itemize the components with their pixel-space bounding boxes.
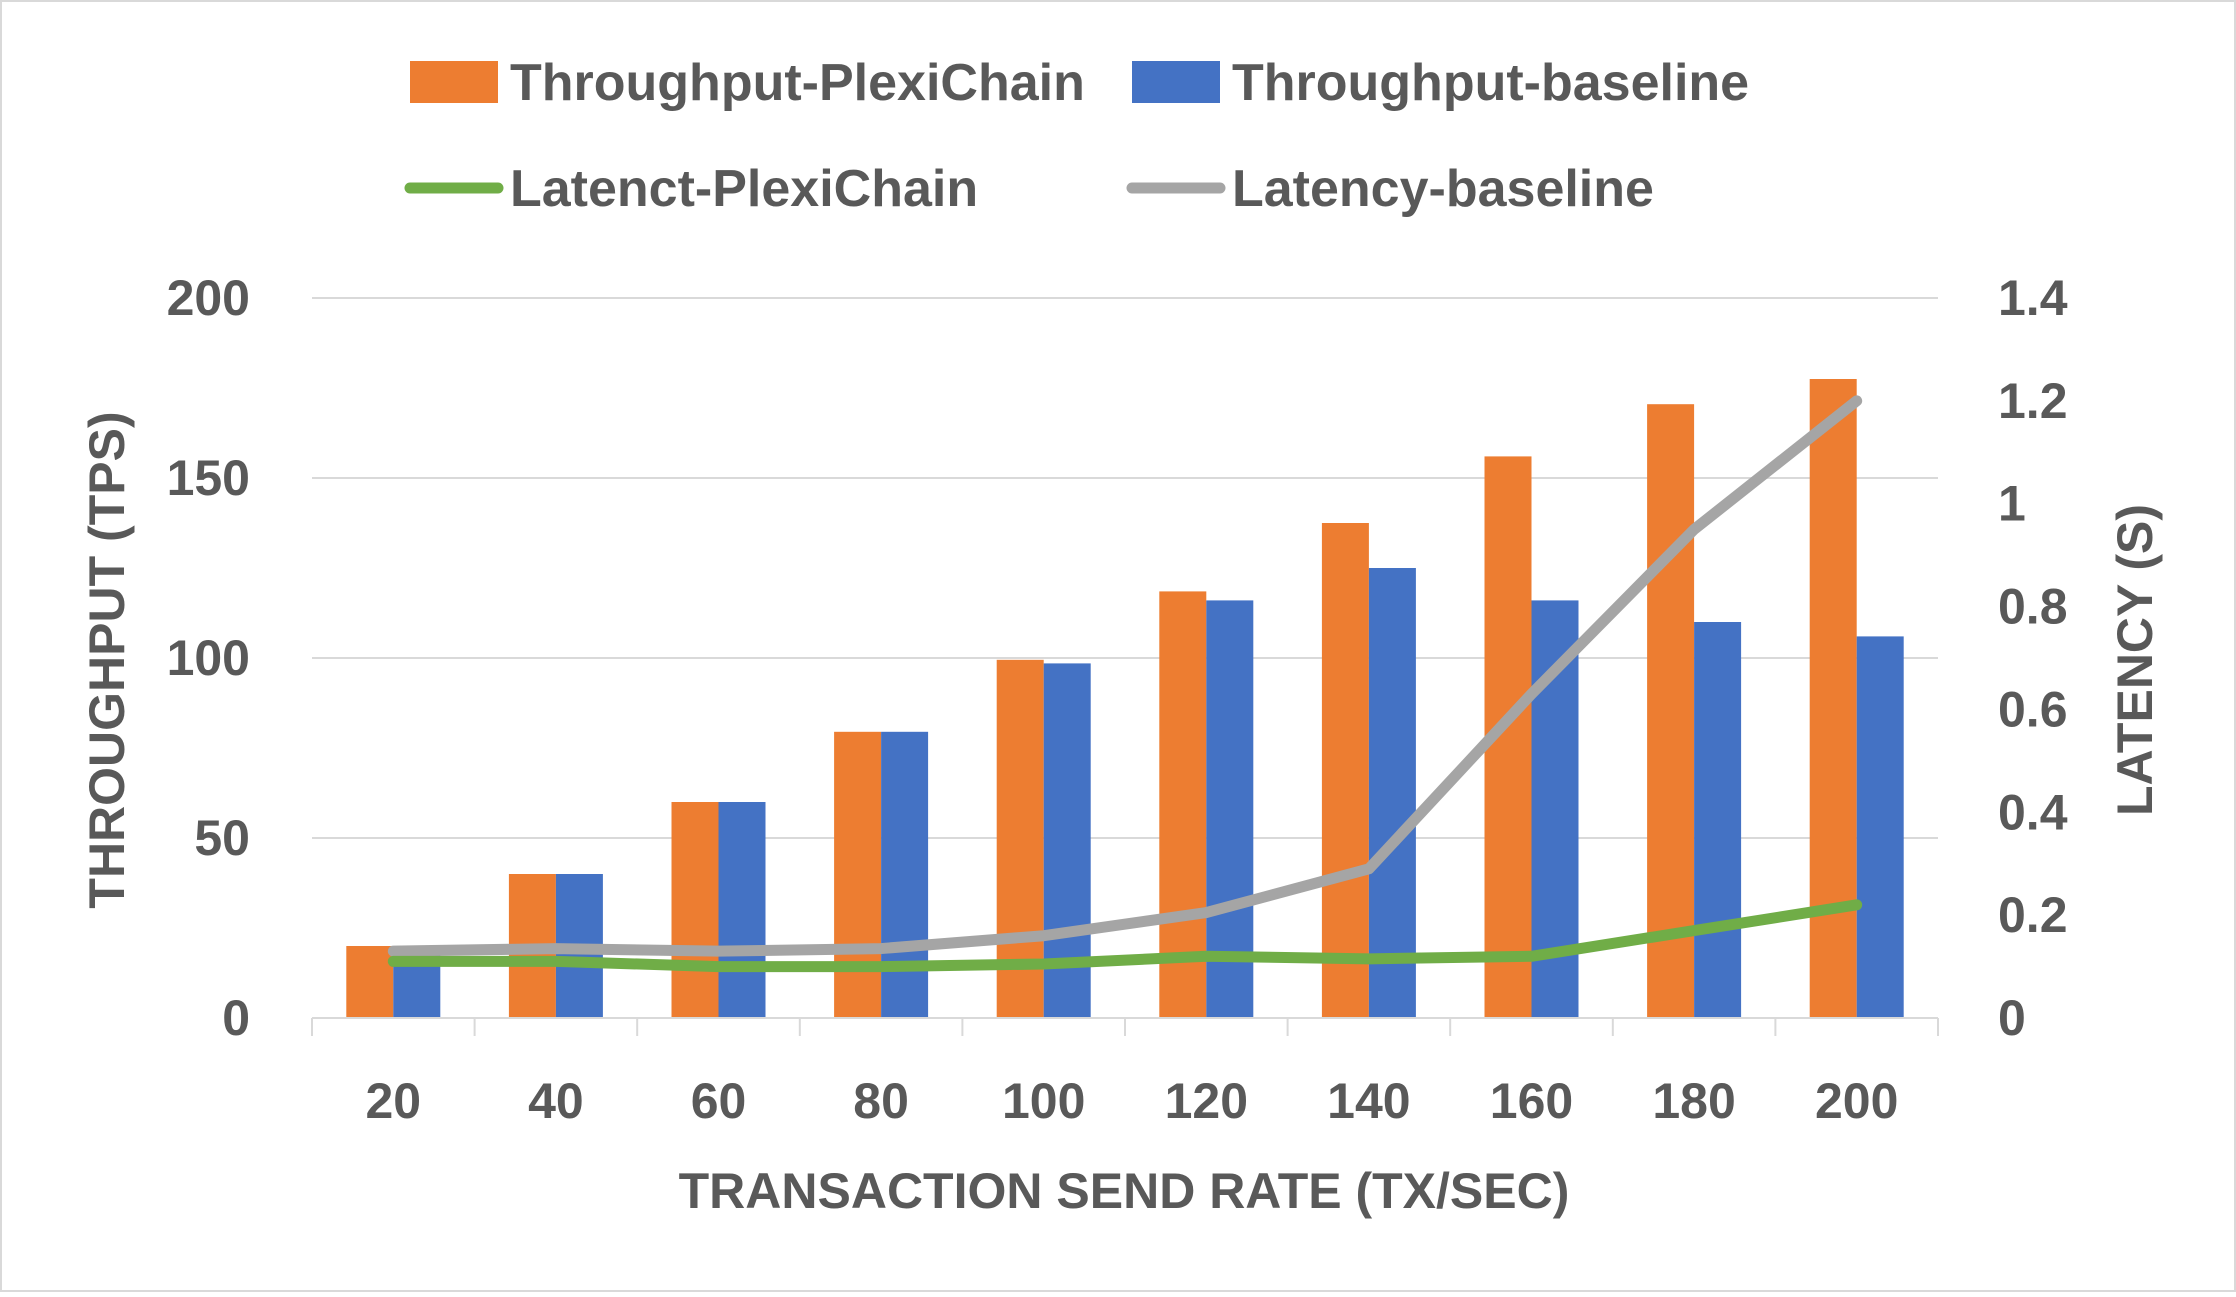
bar-throughput-plexichain bbox=[671, 802, 719, 1018]
bar-throughput-baseline bbox=[718, 802, 766, 1018]
legend-swatch bbox=[1132, 61, 1220, 103]
bar-throughput-baseline bbox=[1206, 600, 1254, 1018]
x-axis-title: TRANSACTION SEND RATE (TX/SEC) bbox=[679, 1163, 1570, 1219]
y-right-tick-label: 0 bbox=[1998, 990, 2026, 1046]
bar-throughput-plexichain bbox=[1321, 523, 1369, 1018]
y-axis-right-title: LATENCY (S) bbox=[2107, 504, 2163, 816]
x-tick-label: 100 bbox=[1002, 1073, 1085, 1129]
y-axis-left-title: THROUGHPUT (TPS) bbox=[79, 411, 135, 908]
y-left-tick-label: 100 bbox=[167, 630, 250, 686]
bar-throughput-baseline bbox=[1694, 622, 1742, 1018]
legend-label: Throughput-baseline bbox=[1232, 54, 1749, 112]
legend-label: Latenct-PlexiChain bbox=[510, 160, 978, 218]
bar-throughput-plexichain bbox=[1647, 404, 1695, 1018]
x-tick-label: 180 bbox=[1652, 1073, 1735, 1129]
x-tick-label: 20 bbox=[365, 1073, 421, 1129]
x-tick-label: 160 bbox=[1490, 1073, 1573, 1129]
y-right-tick-label: 1.4 bbox=[1998, 270, 2068, 326]
line-latenct-plexichain bbox=[387, 899, 1863, 973]
x-tick-label: 140 bbox=[1327, 1073, 1410, 1129]
y-right-tick-label: 0.8 bbox=[1998, 579, 2068, 635]
y-left-tick-label: 0 bbox=[222, 990, 250, 1046]
y-left-tick-label: 50 bbox=[194, 810, 250, 866]
legend-label: Latency-baseline bbox=[1232, 160, 1654, 218]
bars-group bbox=[346, 379, 1904, 1018]
x-tick-label: 80 bbox=[853, 1073, 909, 1129]
y-right-tick-label: 0.4 bbox=[1998, 784, 2068, 840]
x-tick-label: 40 bbox=[528, 1073, 584, 1129]
y-right-tick-label: 0.6 bbox=[1998, 681, 2068, 737]
y-left-tick-label: 150 bbox=[167, 450, 250, 506]
x-tick-label: 200 bbox=[1815, 1073, 1898, 1129]
bar-throughput-baseline bbox=[881, 731, 929, 1018]
bar-throughput-baseline bbox=[1856, 636, 1904, 1018]
line-latency-baseline bbox=[387, 395, 1863, 957]
legend-swatch bbox=[410, 61, 498, 103]
bar-throughput-plexichain bbox=[1809, 379, 1857, 1018]
bar-throughput-baseline bbox=[1368, 568, 1416, 1018]
x-axis bbox=[311, 1017, 1939, 1036]
lines-group bbox=[387, 395, 1863, 973]
legend: Throughput-PlexiChain Throughput-baseline… bbox=[404, 54, 1749, 218]
bar-throughput-plexichain bbox=[346, 946, 394, 1018]
bar-throughput-plexichain bbox=[1159, 591, 1207, 1018]
y-right-tick-label: 1.2 bbox=[1998, 373, 2068, 429]
y-right-tick-label: 0.2 bbox=[1998, 887, 2068, 943]
y-right-tick-label: 1 bbox=[1998, 476, 2026, 532]
y-left-tick-label: 200 bbox=[167, 270, 250, 326]
tick-labels: 0 50 100 150 200 0 0.2 0.4 0.6 0.8 1 1.2 1.4 20 40 60 80… bbox=[167, 270, 2068, 1129]
x-tick-label: 60 bbox=[691, 1073, 747, 1129]
legend-label: Throughput-PlexiChain bbox=[510, 54, 1085, 112]
bar-throughput-plexichain bbox=[996, 659, 1044, 1018]
bar-throughput-plexichain bbox=[834, 731, 882, 1018]
x-tick-label: 120 bbox=[1165, 1073, 1248, 1129]
